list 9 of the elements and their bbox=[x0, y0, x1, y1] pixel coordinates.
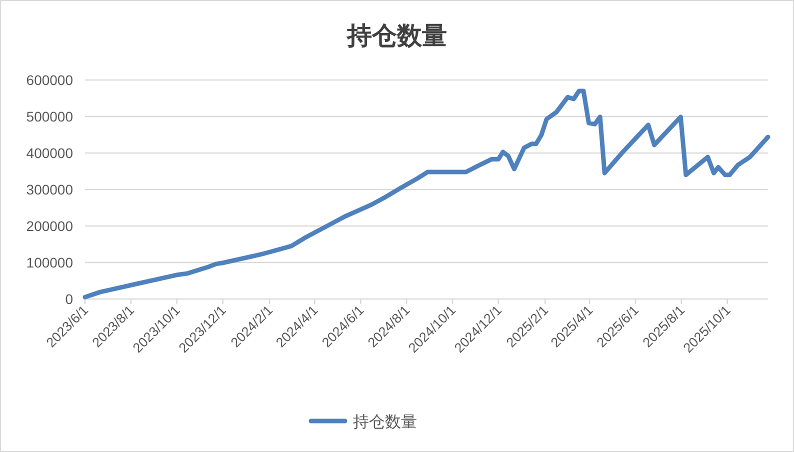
legend-label: 持仓数量 bbox=[353, 413, 417, 431]
y-tick-label: 500000 bbox=[26, 108, 74, 124]
y-tick-label: 400000 bbox=[26, 145, 74, 161]
chart-title: 持仓数量 bbox=[346, 23, 447, 50]
y-tick-label: 600000 bbox=[26, 72, 74, 88]
y-tick-label: 300000 bbox=[26, 182, 74, 198]
y-tick-label: 100000 bbox=[26, 254, 74, 270]
y-tick-label: 200000 bbox=[26, 218, 74, 234]
y-tick-label: 0 bbox=[65, 291, 74, 307]
